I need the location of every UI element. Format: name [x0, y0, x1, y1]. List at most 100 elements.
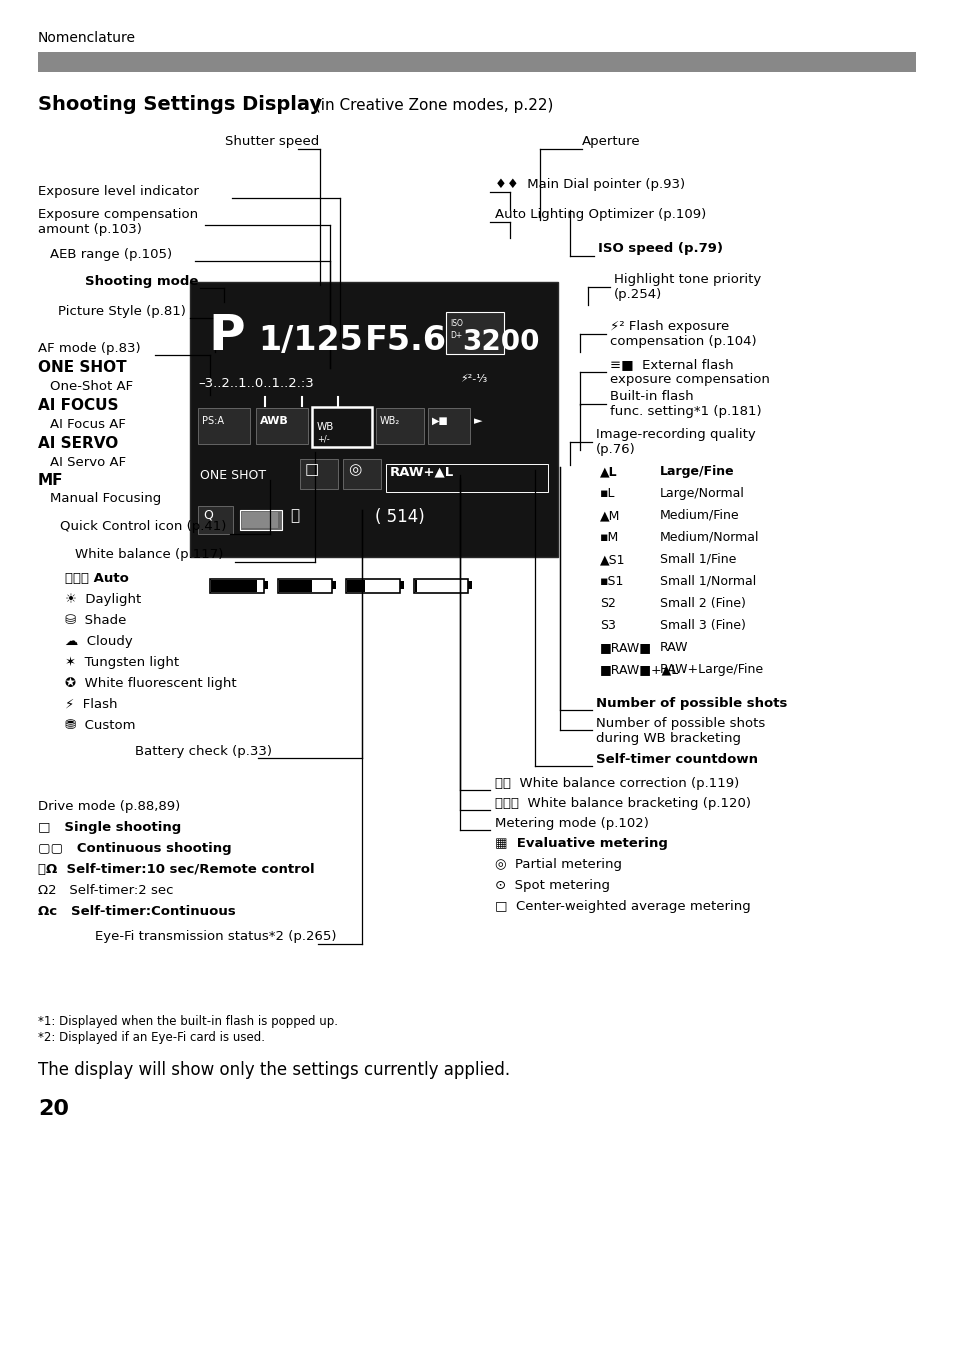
- Text: WB: WB: [316, 422, 334, 432]
- Bar: [198, 506, 233, 534]
- Bar: [38, 52, 915, 73]
- Text: Nomenclature: Nomenclature: [38, 31, 136, 44]
- Text: AI SERVO: AI SERVO: [38, 436, 118, 451]
- Bar: [255, 408, 308, 444]
- Text: Auto Lighting Optimizer (p.109): Auto Lighting Optimizer (p.109): [495, 208, 705, 221]
- Bar: [299, 459, 337, 490]
- Text: D+: D+: [450, 331, 462, 340]
- Text: RAW+Large/Fine: RAW+Large/Fine: [659, 663, 763, 677]
- Text: ▶■: ▶■: [432, 416, 448, 426]
- Text: AWB: AWB: [260, 416, 289, 426]
- Text: AI Servo AF: AI Servo AF: [50, 456, 126, 469]
- Bar: [242, 512, 277, 529]
- Text: ISO: ISO: [450, 319, 462, 328]
- Text: WB₂: WB₂: [379, 416, 400, 426]
- Text: ⚡²-¹⁄₃: ⚡²-¹⁄₃: [459, 374, 487, 385]
- Text: AEB range (p.105): AEB range (p.105): [50, 247, 172, 261]
- Text: ▲L: ▲L: [599, 465, 617, 477]
- Text: ⒶⓁⒷ Auto: ⒶⓁⒷ Auto: [65, 572, 129, 585]
- Text: Shutter speed: Shutter speed: [225, 134, 319, 148]
- Text: ⛃  Custom: ⛃ Custom: [65, 720, 135, 732]
- Text: AI Focus AF: AI Focus AF: [50, 418, 126, 430]
- Text: exposure compensation: exposure compensation: [609, 373, 769, 386]
- Text: ◎: ◎: [348, 461, 361, 477]
- Text: (p.76): (p.76): [596, 443, 635, 456]
- Bar: [343, 459, 380, 490]
- Text: F5.6: F5.6: [365, 324, 447, 356]
- Bar: [386, 464, 547, 492]
- Text: func. setting*1 (p.181): func. setting*1 (p.181): [609, 405, 760, 418]
- Text: *2: Displayed if an Eye-Fi card is used.: *2: Displayed if an Eye-Fi card is used.: [38, 1032, 265, 1044]
- Text: Exposure compensation: Exposure compensation: [38, 208, 198, 221]
- Text: ⏲Ω  Self-timer:10 sec/Remote control: ⏲Ω Self-timer:10 sec/Remote control: [38, 863, 314, 876]
- Bar: [210, 578, 264, 593]
- Bar: [190, 282, 558, 557]
- Bar: [347, 580, 365, 592]
- Text: ☁  Cloudy: ☁ Cloudy: [65, 635, 132, 648]
- Text: ▪S1: ▪S1: [599, 576, 623, 588]
- Text: Large/Normal: Large/Normal: [659, 487, 744, 500]
- Text: ♦♦  Main Dial pointer (p.93): ♦♦ Main Dial pointer (p.93): [495, 178, 684, 191]
- Text: AF mode (p.83): AF mode (p.83): [38, 342, 140, 355]
- Text: P: P: [208, 312, 244, 360]
- Text: RAW: RAW: [659, 642, 688, 654]
- Text: □  Center-weighted average metering: □ Center-weighted average metering: [495, 900, 750, 913]
- Text: Small 3 (Fine): Small 3 (Fine): [659, 619, 745, 632]
- Text: Manual Focusing: Manual Focusing: [50, 492, 161, 504]
- Text: 1/125: 1/125: [257, 324, 362, 356]
- Bar: [446, 312, 503, 354]
- Text: ■RAW■+▲L: ■RAW■+▲L: [599, 663, 679, 677]
- Text: Metering mode (p.102): Metering mode (p.102): [495, 816, 648, 830]
- Text: Shooting mode: Shooting mode: [85, 274, 198, 288]
- Text: AI FOCUS: AI FOCUS: [38, 398, 118, 413]
- Text: 3200: 3200: [461, 328, 539, 356]
- Text: ⓦⓑ  White balance correction (p.119): ⓦⓑ White balance correction (p.119): [495, 777, 739, 790]
- Bar: [198, 408, 250, 444]
- Bar: [428, 408, 470, 444]
- Text: Large/Fine: Large/Fine: [659, 465, 734, 477]
- Bar: [277, 578, 332, 593]
- Text: MF: MF: [38, 473, 64, 488]
- Bar: [332, 581, 335, 589]
- Bar: [468, 581, 472, 589]
- Text: Number of possible shots: Number of possible shots: [596, 717, 764, 730]
- Text: Small 1/Normal: Small 1/Normal: [659, 576, 756, 588]
- Text: ☀  Daylight: ☀ Daylight: [65, 593, 141, 607]
- Text: ■RAW■: ■RAW■: [599, 642, 651, 654]
- Bar: [346, 578, 399, 593]
- Text: (p.254): (p.254): [614, 288, 661, 301]
- Text: Ω2   Self-timer:2 sec: Ω2 Self-timer:2 sec: [38, 884, 173, 897]
- Text: 20: 20: [38, 1099, 69, 1119]
- Bar: [312, 408, 372, 447]
- Text: RAW+▲L: RAW+▲L: [390, 465, 454, 477]
- Bar: [211, 580, 256, 592]
- Bar: [415, 580, 416, 592]
- Text: ▲M: ▲M: [599, 508, 619, 522]
- Bar: [240, 510, 282, 530]
- Text: ✪  White fluorescent light: ✪ White fluorescent light: [65, 677, 236, 690]
- Text: Drive mode (p.88,89): Drive mode (p.88,89): [38, 800, 180, 812]
- Text: ISO speed (p.79): ISO speed (p.79): [598, 242, 722, 256]
- Text: ⚡  Flash: ⚡ Flash: [65, 698, 117, 712]
- Text: Number of possible shots: Number of possible shots: [596, 697, 786, 710]
- Bar: [399, 581, 403, 589]
- Text: compensation (p.104): compensation (p.104): [609, 335, 756, 348]
- Text: ▦  Evaluative metering: ▦ Evaluative metering: [495, 837, 667, 850]
- Text: ⛁  Shade: ⛁ Shade: [65, 615, 126, 627]
- Text: Q: Q: [203, 508, 213, 522]
- Text: Small 1/Fine: Small 1/Fine: [659, 553, 736, 566]
- Text: Aperture: Aperture: [581, 134, 640, 148]
- Text: ONE SHOT: ONE SHOT: [38, 360, 127, 375]
- Text: ◎  Partial metering: ◎ Partial metering: [495, 858, 621, 872]
- Text: ▲S1: ▲S1: [599, 553, 625, 566]
- Text: amount (p.103): amount (p.103): [38, 223, 142, 235]
- Text: ►: ►: [474, 416, 482, 426]
- Bar: [414, 578, 468, 593]
- Text: Built-in flash: Built-in flash: [609, 390, 693, 403]
- Text: White balance (p.117): White balance (p.117): [75, 547, 223, 561]
- Text: □   Single shooting: □ Single shooting: [38, 820, 181, 834]
- Text: The display will show only the settings currently applied.: The display will show only the settings …: [38, 1061, 510, 1079]
- Bar: [278, 580, 312, 592]
- Text: (in Creative Zone modes, p.22): (in Creative Zone modes, p.22): [310, 98, 553, 113]
- Text: ▪L: ▪L: [599, 487, 615, 500]
